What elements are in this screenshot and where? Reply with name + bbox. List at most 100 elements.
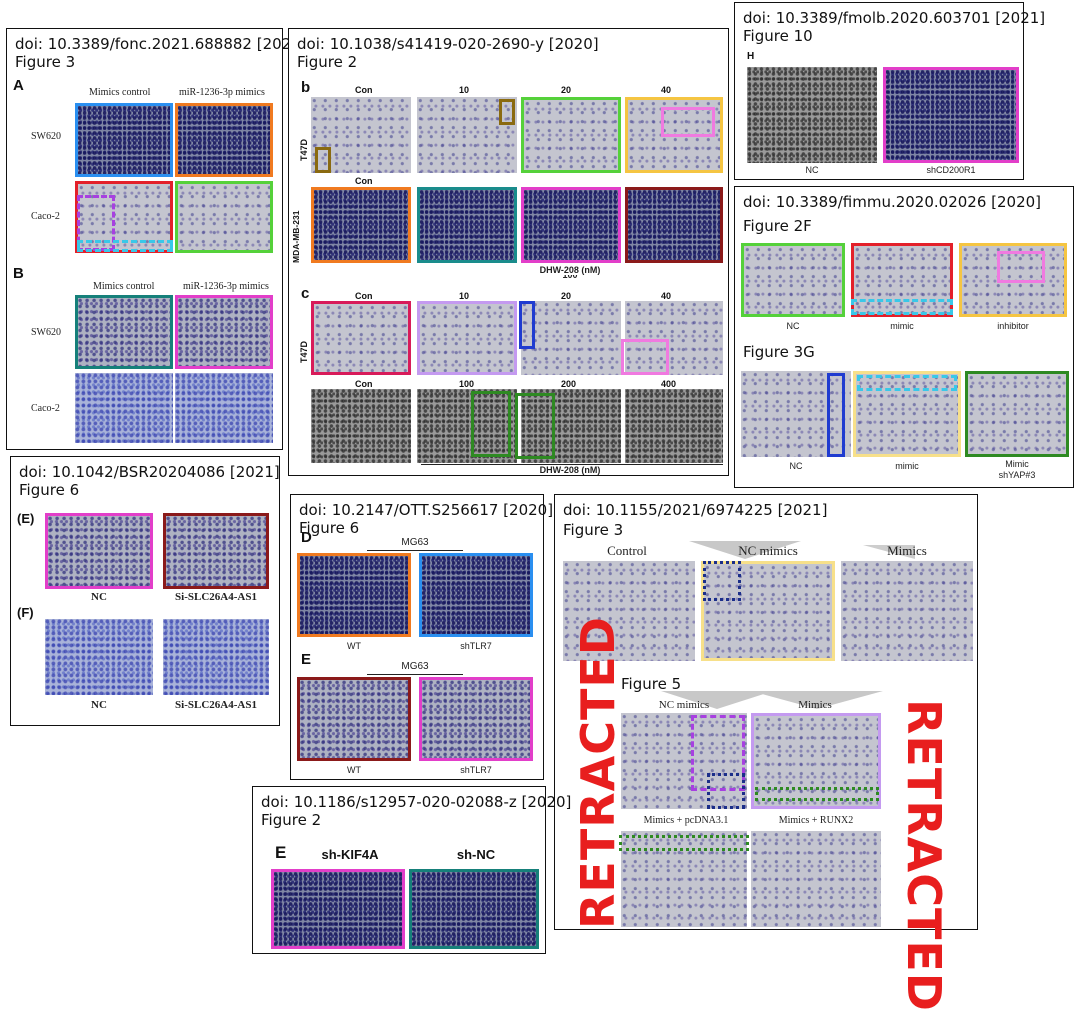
row-label: SW620 [31,131,61,142]
figure-label: Figure 3 [563,521,624,539]
micrograph [521,97,621,173]
column-label: Con [355,379,373,389]
micrograph [311,301,411,375]
micrograph [297,677,411,761]
duplication-box [661,107,715,137]
duplication-box [707,773,745,809]
row-label: MDA-MB-231 [291,210,301,263]
image-caption: Si-SLC26A4-AS1 [175,591,257,603]
panel-letter-e: (E) [17,511,35,526]
micrograph [747,67,877,163]
micrograph [419,677,533,761]
micrograph [853,371,961,457]
figure-label: Figure 2F [743,217,812,235]
micrograph [625,389,723,463]
figure-label: Figure 3 [15,53,76,71]
micrograph [175,103,273,177]
row-label: Caco-2 [31,211,60,222]
figure-label: Figure 3G [743,343,815,361]
micrograph [45,619,153,695]
x-axis-label: DHW-208 (nM) [539,465,601,475]
duplication-box [621,339,669,375]
column-label: 10 [459,291,470,301]
micrograph [751,831,881,927]
column-label: miR-1236-3p mimics [179,87,265,98]
panel-fonc: doi: 10.3389/fonc.2021.688882 [2021] Fig… [6,28,307,450]
panel-fmolb: doi: 10.3389/fmolb.2020.603701 [2021] Fi… [734,2,1045,180]
arrow-shape [751,691,883,709]
duplication-box [851,299,953,315]
micrograph [45,513,153,589]
column-label: 20 [561,291,572,301]
column-label: Con [355,176,373,186]
duplication-box [857,375,957,391]
panel-fimmu: doi: 10.3389/fimmu.2020.02026 [2020] Fig… [734,186,1074,488]
duplication-box [703,561,741,601]
micrograph [965,371,1069,457]
panel-letter-c: c [301,285,310,302]
group-label: MG63 [401,661,429,672]
micrograph [271,869,405,949]
image-caption: mimic [890,321,914,331]
column-label: Mimics [887,543,927,558]
micrograph [75,295,173,369]
doi-label: doi: 10.3389/fimmu.2020.02026 [2020] [743,193,1042,211]
figure-label: Figure 2 [261,811,322,829]
doi-label: doi: 10.1038/s41419-020-2690-y [2020] [297,35,599,53]
panel-s12957: doi: 10.1186/s12957-020-02088-z [2020] F… [252,786,571,954]
duplication-box [827,373,845,457]
micrograph [75,103,173,177]
image-caption: Mimic [1005,459,1029,469]
column-label: 40 [661,291,672,301]
doi-label: doi: 10.3389/fonc.2021.688882 [2021] [15,35,307,53]
micrograph [751,713,881,809]
column-label: Mimics + pcDNA3.1 [643,815,729,826]
duplication-box [755,787,879,801]
column-label: Control [607,543,647,558]
image-caption: shTLR7 [460,765,492,775]
axis-line [421,464,723,465]
micrograph [521,187,621,263]
column-label: sh-NC [456,847,496,862]
panel-letter-b: b [301,79,311,96]
image-caption: inhibitor [997,321,1029,331]
column-label: 100 [459,379,475,389]
image-caption: shYAP#3 [998,470,1036,480]
retracted-stamp: RETRACTED [897,699,951,1012]
image-caption: NC [91,699,107,711]
micrograph [311,97,411,173]
figure-label: Figure 10 [743,27,813,45]
micrograph [563,561,695,661]
row-label: T47D [299,138,310,162]
column-label: miR-1236-3p mimics [183,281,269,292]
image-caption: Si-SLC26A4-AS1 [175,699,257,711]
micrograph [417,187,517,263]
duplication-box [691,715,745,791]
micrograph [621,713,747,809]
arrow-shape [661,691,773,709]
doi-label: doi: 10.2147/OTT.S256617 [2020] [299,501,554,519]
panel-ott: doi: 10.2147/OTT.S256617 [2020] Figure 6… [290,494,553,780]
group-line [367,674,463,675]
micrograph [75,373,173,443]
duplication-box [997,251,1045,283]
panel-letter-a: A [13,77,24,94]
micrograph [625,301,723,375]
micrograph [841,561,973,661]
micrograph [175,181,273,253]
column-label: Con [355,291,373,301]
group-label: MG63 [401,537,429,548]
micrograph [741,371,851,457]
micrograph [175,373,273,443]
column-label: Mimics control [89,87,151,98]
duplication-box [471,391,511,457]
micrograph [417,301,517,375]
column-label: NC mimics [658,699,710,711]
micrograph [417,97,517,173]
arrow-shape [689,541,801,559]
figure-label: Figure 6 [19,481,80,499]
panel-hindawi: doi: 10.1155/2021/6974225 [2021] Figure … [554,494,978,1012]
micrograph [163,619,269,695]
column-label: 400 [661,379,677,389]
image-caption: NC [789,461,803,471]
